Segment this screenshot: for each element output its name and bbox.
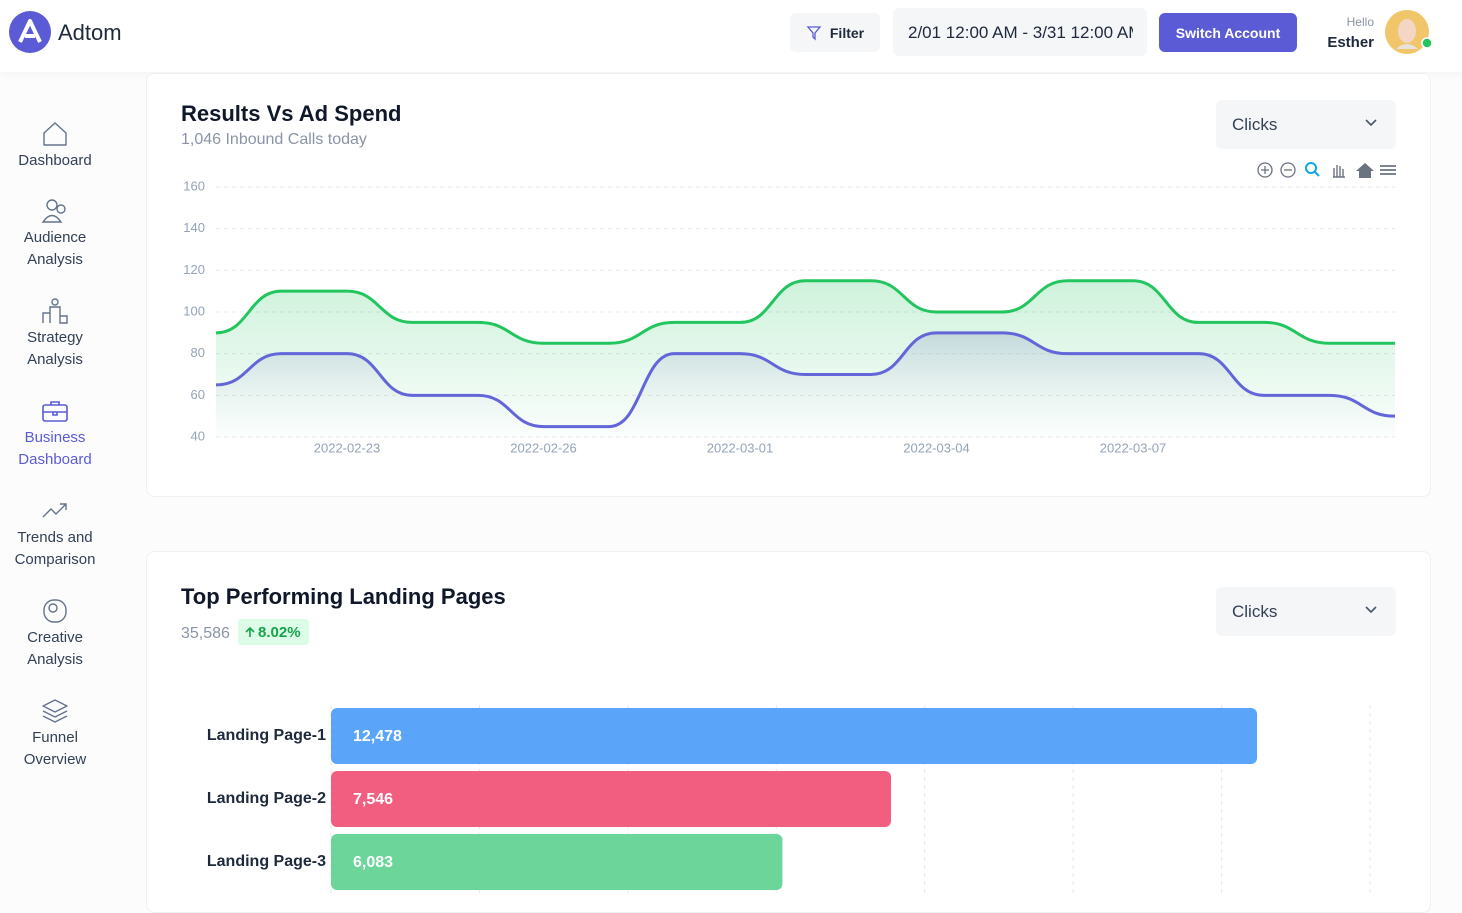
value-label: 7,546	[353, 791, 393, 808]
category-label: Landing Page-2	[207, 790, 326, 807]
nav-label: Trends and Comparison	[14, 529, 96, 568]
nav-item[interactable]: Dashboard	[5, 120, 105, 172]
dropdown-label: Clicks	[1232, 602, 1278, 621]
nav-label: Business Dashboard	[18, 429, 92, 468]
change-badge: 8.02%	[238, 619, 309, 645]
series-line	[215, 279, 1395, 345]
x-tick-label: 2022-03-04	[903, 440, 970, 455]
x-tick-label: 2022-03-01	[707, 440, 774, 455]
brand: Adtom	[58, 20, 122, 45]
nav-item[interactable]: Strategy Analysis	[5, 297, 105, 371]
nav-label: Strategy Analysis	[27, 329, 83, 368]
avatar[interactable]	[1384, 9, 1434, 57]
nav-label: Audience Analysis	[23, 229, 87, 268]
user-name: Esther	[1327, 34, 1374, 51]
nav-item[interactable]: Trends and Comparison	[5, 497, 105, 571]
series-line	[215, 331, 1396, 429]
greeting: Hello	[1346, 15, 1374, 29]
category-label: Landing Page-3	[207, 853, 326, 870]
dropdown-label: Clicks	[1232, 115, 1278, 134]
nav-item[interactable]: Business Dashboard	[5, 397, 105, 471]
metric-dropdown[interactable]: Clicks	[1216, 587, 1396, 636]
value-label: 12,478	[353, 728, 402, 745]
header: Adtom Filter 2/01 12:00 AM - 3/31 12:00 …	[0, 0, 1462, 72]
filter-button[interactable]: Filter	[790, 13, 880, 52]
switch-account-button[interactable]: Switch Account	[1159, 13, 1297, 52]
value-label: 6,083	[353, 854, 393, 871]
y-tick-label: 80	[191, 345, 205, 360]
bar	[331, 708, 1258, 764]
nav-item[interactable]: Audience Analysis	[5, 197, 105, 271]
nav-label: Funnel Overview	[23, 729, 87, 768]
category-label: Landing Page-1	[207, 727, 326, 744]
x-tick-label: 2022-02-26	[510, 440, 577, 455]
total-value: 35,586	[181, 625, 230, 642]
card-title: Results Vs Ad Spend	[181, 101, 402, 126]
filter-label: Filter	[829, 24, 865, 41]
x-tick-label: 2022-03-07	[1100, 440, 1167, 455]
y-tick-label: 40	[191, 428, 205, 443]
y-tick-label: 120	[183, 262, 205, 277]
bar	[331, 771, 892, 827]
date-range-text: 2/01 12:00 AM - 3/31 12:00 AM	[908, 23, 1133, 42]
y-tick-label: 60	[191, 387, 205, 402]
nav-label: Creative Analysis	[27, 629, 83, 668]
chart-toolbar	[1257, 162, 1396, 178]
y-tick-label: 100	[183, 303, 205, 318]
x-tick-label: 2022-02-23	[314, 440, 381, 455]
date-range[interactable]: 2/01 12:00 AM - 3/31 12:00 AM	[893, 8, 1147, 56]
metric-dropdown[interactable]: Clicks	[1216, 100, 1396, 149]
y-tick-label: 140	[183, 220, 205, 235]
card-subtitle: 1,046 Inbound Calls today	[181, 131, 367, 148]
bar	[331, 834, 783, 890]
nav-item[interactable]: Creative Analysis	[5, 597, 105, 671]
logo	[9, 11, 51, 53]
card-title: Top Performing Landing Pages	[181, 584, 506, 609]
filter-icon	[806, 25, 822, 41]
nav-label: Dashboard	[18, 152, 92, 169]
change-value: 8.02%	[258, 623, 301, 641]
y-tick-label: 160	[183, 178, 205, 193]
nav-item[interactable]: Funnel Overview	[5, 697, 105, 771]
